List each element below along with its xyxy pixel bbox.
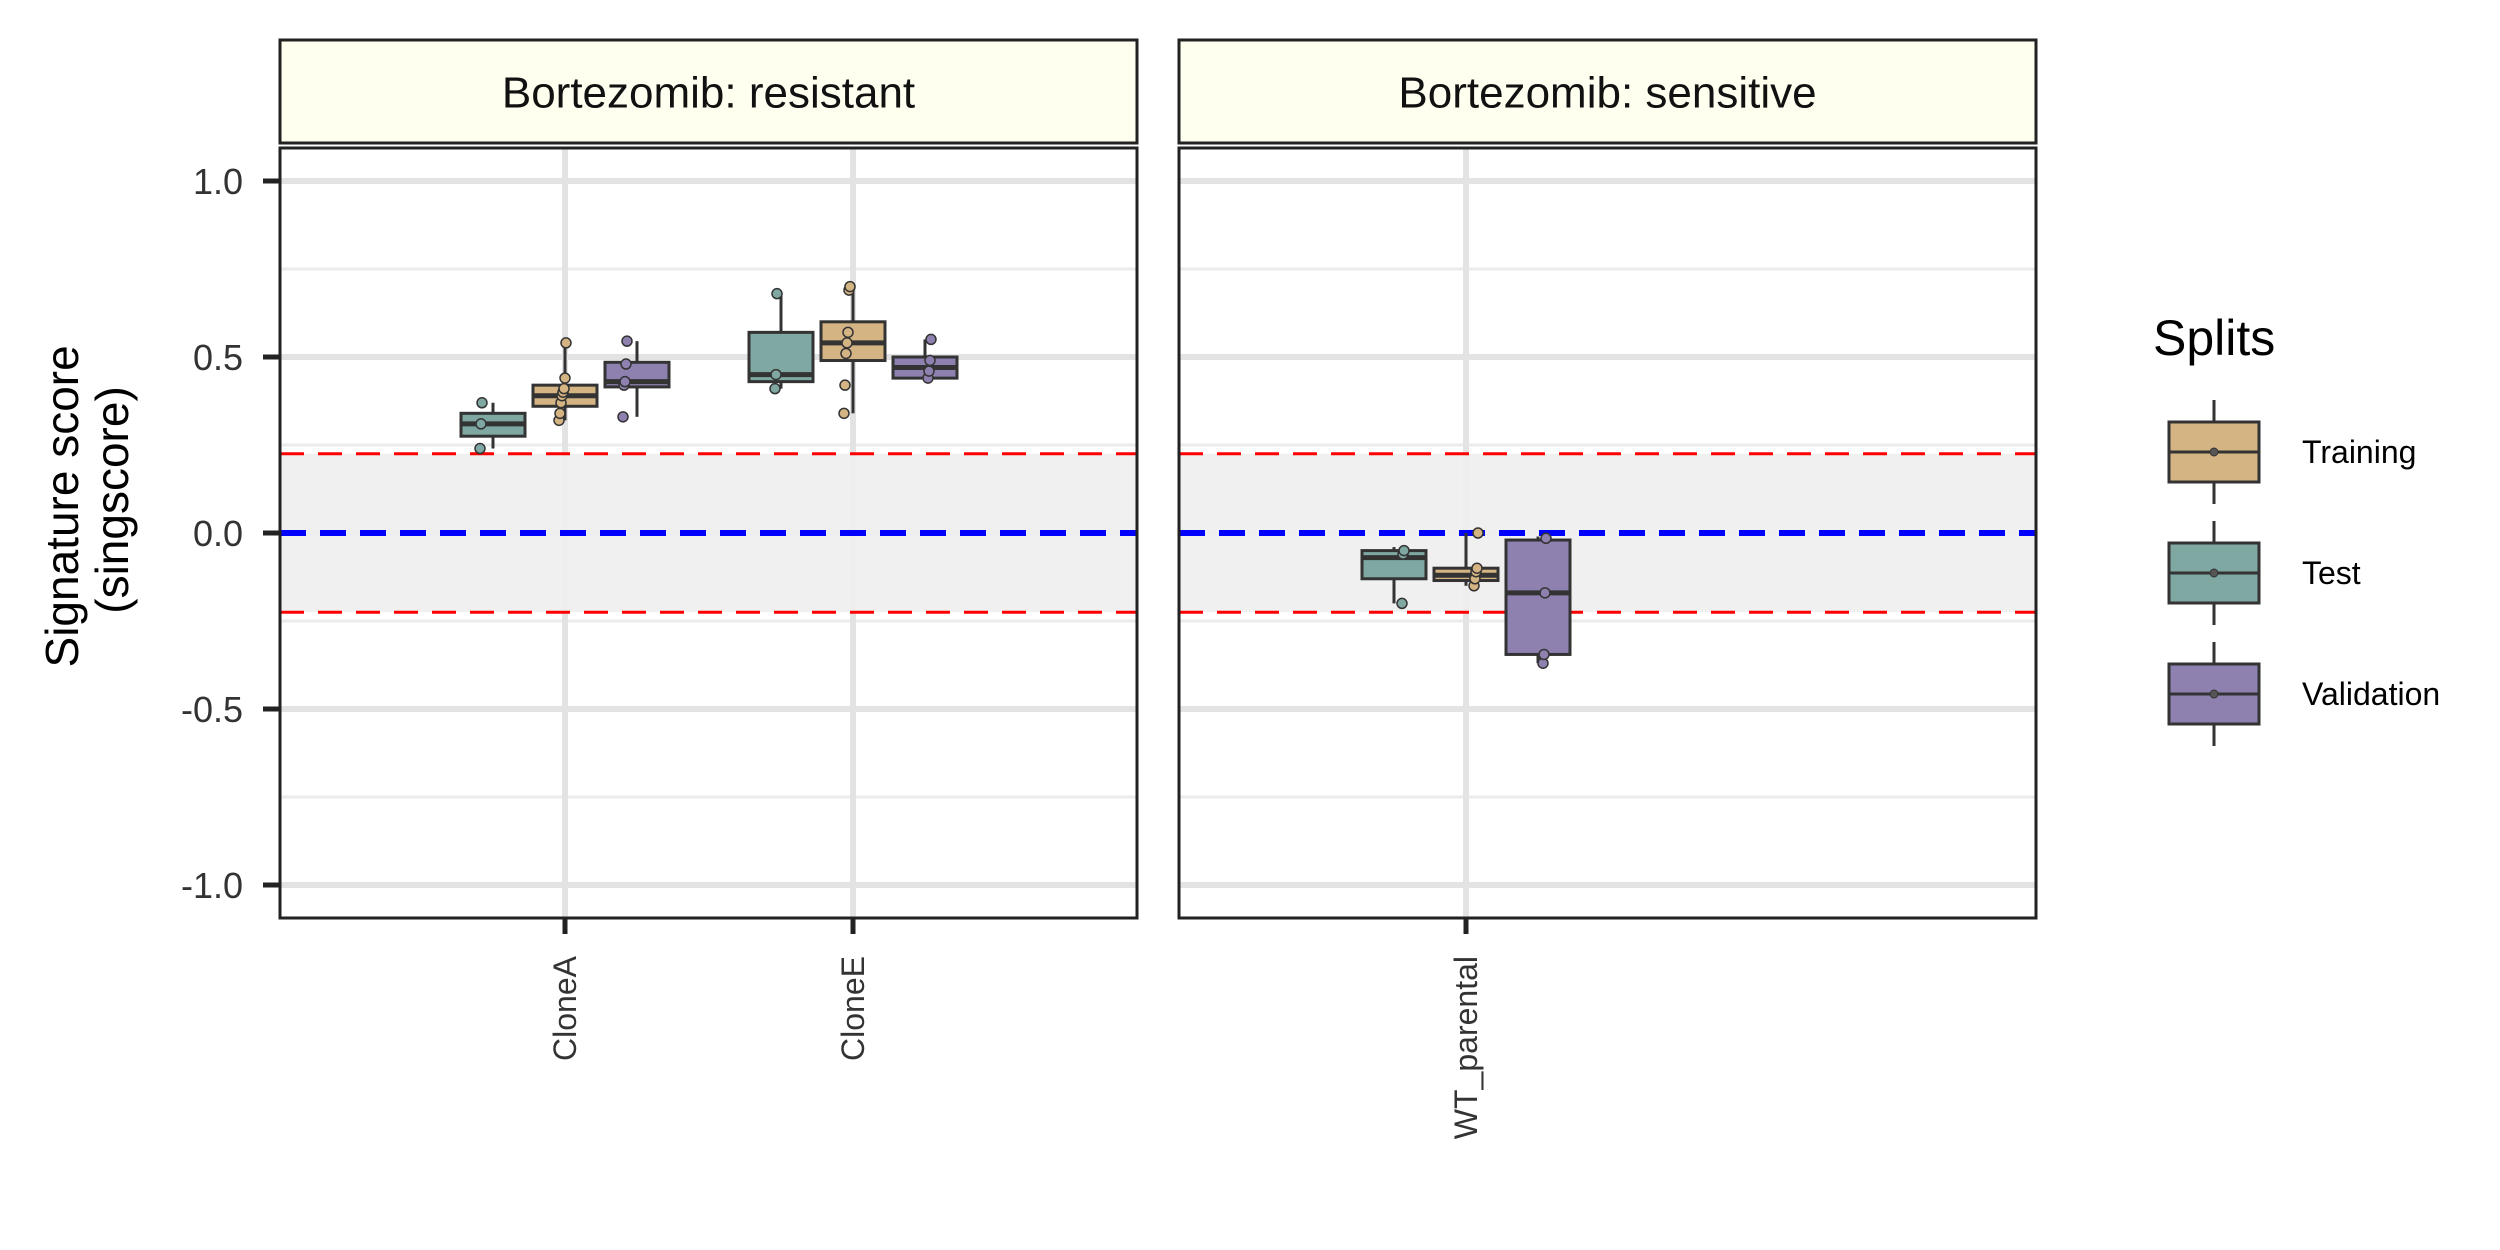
box-WT_parental-Test — [1360, 544, 1428, 610]
data-point — [474, 442, 486, 455]
data-point — [1538, 648, 1550, 661]
panel-title: Bortezomib: resistant — [502, 69, 915, 118]
y-tick-label: 0.0 — [193, 513, 243, 554]
data-point — [840, 347, 852, 360]
box-CloneE-Validation — [891, 333, 959, 384]
data-point — [841, 337, 853, 349]
data-point — [559, 372, 571, 384]
panel-2: Bortezomib: sensitive WT_parental — [1177, 38, 2038, 1139]
y-axis: 1.0 0.5 0.0 -0.5 -1.0 — [181, 161, 280, 906]
y-axis-title: Signature score (singscore) — [36, 333, 138, 668]
data-point — [770, 368, 782, 381]
y-axis-title-line2: (singscore) — [86, 386, 138, 614]
data-point — [1540, 532, 1552, 545]
legend-key-point — [2209, 568, 2219, 578]
data-point — [620, 358, 632, 370]
data-point — [560, 337, 572, 349]
box-CloneE-Training — [819, 280, 887, 420]
x-tick-label: CloneE — [835, 956, 871, 1061]
data-point — [475, 418, 487, 430]
panel-strip — [1177, 38, 2038, 145]
data-point — [1471, 562, 1483, 574]
data-point — [838, 407, 850, 420]
box-WT_parental-Validation — [1504, 532, 1572, 669]
y-axis-title-line1: Signature score — [36, 345, 88, 667]
legend-title: Splits — [2153, 310, 2275, 366]
data-point — [925, 333, 937, 346]
box-CloneA-Training — [531, 337, 599, 427]
data-point — [769, 382, 781, 395]
data-point — [844, 280, 856, 293]
data-point — [476, 397, 488, 409]
box-CloneE-Test — [747, 287, 815, 395]
data-point — [771, 287, 783, 300]
data-point — [619, 375, 631, 388]
data-point — [1396, 597, 1408, 610]
data-point — [621, 335, 633, 347]
legend-key-point — [2209, 689, 2219, 699]
panel-strip — [278, 38, 1139, 145]
legend: Splits Training Test Validation — [2153, 310, 2440, 746]
y-tick-label: 1.0 — [193, 161, 243, 202]
box-CloneA-Test — [459, 397, 527, 455]
data-point — [1539, 587, 1551, 599]
panel-border — [1177, 146, 2038, 920]
panel-title: Bortezomib: sensitive — [1398, 69, 1816, 118]
legend-label: Test — [2302, 555, 2361, 591]
data-point — [842, 326, 854, 339]
legend-key-test: Test — [2167, 521, 2361, 625]
data-point — [839, 379, 851, 391]
x-tick-label: CloneA — [547, 955, 583, 1061]
y-tick-label: 0.5 — [193, 337, 243, 378]
data-point — [617, 411, 629, 423]
data-point — [1472, 527, 1484, 539]
box-CloneA-Validation — [603, 335, 671, 423]
legend-label: Validation — [2302, 676, 2440, 712]
y-tick-label: -1.0 — [181, 865, 243, 906]
data-point — [1398, 544, 1410, 557]
data-point — [923, 365, 935, 377]
x-tick-label: WT_parental — [1448, 956, 1484, 1139]
panel-1: Bortezomib: resistant CloneA CloneE — [278, 38, 1139, 1061]
data-point — [554, 407, 566, 420]
box-body — [1504, 538, 1572, 656]
legend-key-training: Training — [2167, 400, 2416, 504]
legend-key-point — [2209, 447, 2219, 457]
data-point — [924, 354, 936, 367]
data-point — [558, 382, 570, 395]
box-WT_parental-Training — [1432, 527, 1500, 592]
box-body — [1360, 549, 1428, 581]
legend-key-validation: Validation — [2167, 642, 2440, 746]
legend-label: Training — [2302, 434, 2416, 470]
y-tick-label: -0.5 — [181, 689, 243, 730]
